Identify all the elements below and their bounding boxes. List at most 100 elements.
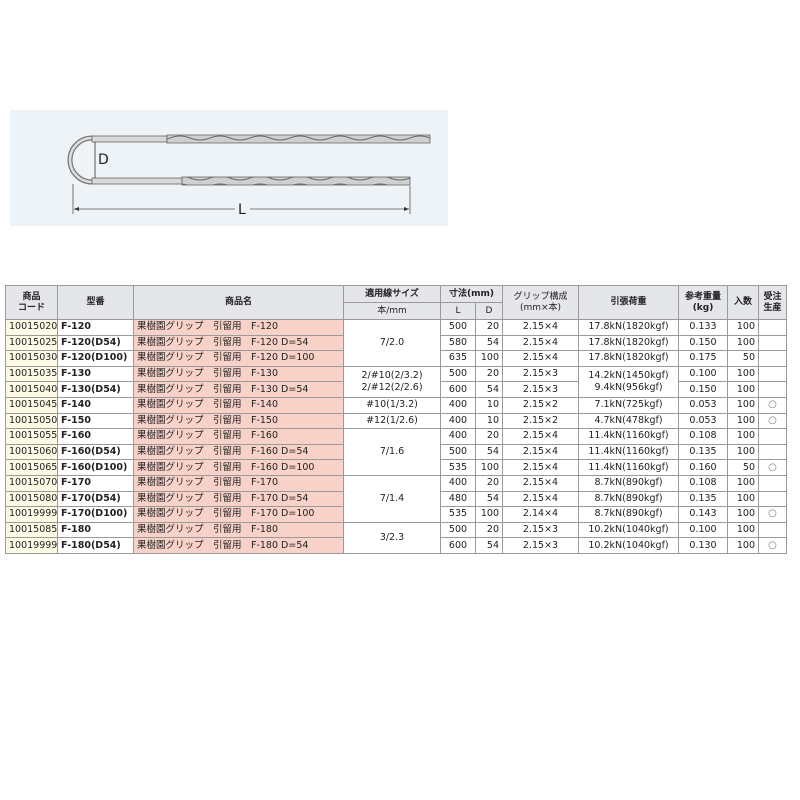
- weight: 0.135: [678, 490, 729, 508]
- header-dimension: 寸法(mm): [439, 285, 504, 303]
- dim-l: 535: [440, 459, 476, 476]
- tension-load: 17.8kN(1820kgf): [578, 319, 680, 336]
- dim-l: 400: [440, 412, 476, 430]
- dim-d: 20: [474, 428, 504, 445]
- product-spec-table: 商品 コード 型番 商品名 適用線サイズ 寸法(mm) グリップ構成 (mm×本…: [5, 285, 788, 554]
- wire-size: #10(1/3.2): [343, 396, 441, 414]
- product-name: 果樹園グリップ 引留用 F-140: [133, 396, 344, 414]
- dimension-l-label: L: [238, 202, 246, 218]
- table-row: 10015025 F-120(D54) 果樹園グリップ 引留用 F-120 D=54…: [5, 334, 788, 352]
- table-row: 10015080 F-170(D54) 果樹園グリップ 引留用 F-170 D=54…: [5, 490, 788, 508]
- model-number: F-170(D100): [57, 506, 134, 523]
- table-row: 10015030 F-120(D100) 果樹園グリップ 引留用 F-120 D=1…: [5, 350, 788, 367]
- dim-l: 500: [440, 443, 476, 461]
- product-name: 果樹園グリップ 引留用 F-170 D=54: [133, 490, 344, 508]
- made-to-order-mark: ○: [758, 412, 788, 430]
- quantity: 100: [727, 521, 760, 539]
- header-weight: 参考重量 (kg): [678, 285, 729, 320]
- product-name: 果樹園グリップ 引留用 F-160 D=54: [133, 443, 344, 461]
- grip-config: 2.15×4: [502, 319, 580, 336]
- weight: 0.108: [678, 474, 729, 492]
- tension-load: 8.7kN(890kgf): [578, 474, 680, 492]
- header-model: 型番: [57, 285, 134, 320]
- grip-config: 2.15×3: [502, 537, 580, 554]
- dim-d: 20: [474, 365, 504, 383]
- wire-size: 3/2.3: [343, 521, 441, 554]
- header-qty: 入数: [727, 285, 760, 320]
- dim-l: 635: [440, 350, 476, 367]
- dim-d: 54: [474, 443, 504, 461]
- product-name: 果樹園グリップ 引留用 F-120 D=54: [133, 334, 344, 352]
- grip-config: 2.15×2: [502, 412, 580, 430]
- wire-size: 7/1.4: [343, 474, 441, 523]
- wire-size: 7/1.6: [343, 428, 441, 476]
- grip-config: 2.15×4: [502, 334, 580, 352]
- made-to-order-mark: [758, 490, 788, 508]
- quantity: 50: [727, 350, 760, 367]
- dim-d: 54: [474, 537, 504, 554]
- tension-load: 11.4kN(1160kgf): [578, 428, 680, 445]
- quantity: 100: [727, 474, 760, 492]
- grip-config: 2.15×3: [502, 365, 580, 383]
- grip-config: 2.15×4: [502, 443, 580, 461]
- tension-load: 7.1kN(725kgf): [578, 396, 680, 414]
- grip-config: 2.14×4: [502, 506, 580, 523]
- weight: 0.130: [678, 537, 729, 554]
- table-row: 10015035 F-130 果樹園グリップ 引留用 F-130 2/#10(2/3.…: [5, 365, 788, 398]
- header-order: 受注 生産: [758, 285, 788, 320]
- quantity: 100: [727, 319, 760, 336]
- dim-d: 20: [474, 521, 504, 539]
- made-to-order-mark: [758, 350, 788, 367]
- table-row: 10015050 F-150 果樹園グリップ 引留用 F-150 #12(1/2.6)…: [5, 412, 788, 430]
- product-name: 果樹園グリップ 引留用 F-120: [133, 319, 344, 336]
- quantity: 100: [727, 381, 760, 398]
- product-name: 果樹園グリップ 引留用 F-170 D=100: [133, 506, 344, 523]
- made-to-order-mark: [758, 443, 788, 461]
- dim-l: 400: [440, 428, 476, 445]
- model-number: F-120(D100): [57, 350, 134, 367]
- grip-config: 2.15×2: [502, 396, 580, 414]
- tension-load: 8.7kN(890kgf): [578, 490, 680, 508]
- made-to-order-mark: [758, 381, 788, 398]
- dim-d: 54: [474, 334, 504, 352]
- grip-config: 2.15×3: [502, 381, 580, 398]
- quantity: 100: [727, 334, 760, 352]
- made-to-order-mark: ○: [758, 506, 788, 523]
- product-code: 10019999: [5, 506, 58, 523]
- model-number: F-160: [57, 428, 134, 445]
- grip-config: 2.15×4: [502, 474, 580, 492]
- tension-load: 4.7kN(478kgf): [578, 412, 680, 430]
- dim-d: 10: [474, 396, 504, 414]
- product-name: 果樹園グリップ 引留用 F-180 D=54: [133, 537, 344, 554]
- table-row: 10015020 F-120 果樹園グリップ 引留用 F-120 7/2.0 500 20…: [5, 319, 788, 367]
- dim-l: 600: [440, 381, 476, 398]
- dim-l: 580: [440, 334, 476, 352]
- header-wire-size-unit: 本/mm: [343, 302, 441, 320]
- dim-d: 54: [474, 381, 504, 398]
- dim-d: 20: [474, 474, 504, 492]
- model-number: F-150: [57, 412, 134, 430]
- dim-l: 535: [440, 506, 476, 523]
- header-wire-size: 適用線サイズ: [343, 285, 441, 303]
- product-name: 果樹園グリップ 引留用 F-180: [133, 521, 344, 539]
- table-row: 10015060 F-160(D54) 果樹園グリップ 引留用 F-160 D=54…: [5, 443, 788, 461]
- model-number: F-180(D54): [57, 537, 134, 554]
- product-code: 10015025: [5, 334, 58, 352]
- product-name: 果樹園グリップ 引留用 F-160 D=100: [133, 459, 344, 476]
- tension-load: 14.2kN(1450kgf) 9.4kN(956kgf): [578, 365, 680, 398]
- made-to-order-mark: [758, 521, 788, 539]
- product-code: 10015030: [5, 350, 58, 367]
- tension-load: 10.2kN(1040kgf): [578, 521, 680, 539]
- weight: 0.150: [678, 381, 729, 398]
- header-grip: グリップ構成 (mm×本): [502, 285, 580, 320]
- product-name: 果樹園グリップ 引留用 F-160: [133, 428, 344, 445]
- model-number: F-130: [57, 365, 134, 383]
- made-to-order-mark: ○: [758, 396, 788, 414]
- weight: 0.143: [678, 506, 729, 523]
- product-name: 果樹園グリップ 引留用 F-150: [133, 412, 344, 430]
- dim-l: 500: [440, 365, 476, 383]
- dim-l: 600: [440, 537, 476, 554]
- weight: 0.150: [678, 334, 729, 352]
- made-to-order-mark: ○: [758, 537, 788, 554]
- model-number: F-130(D54): [57, 381, 134, 398]
